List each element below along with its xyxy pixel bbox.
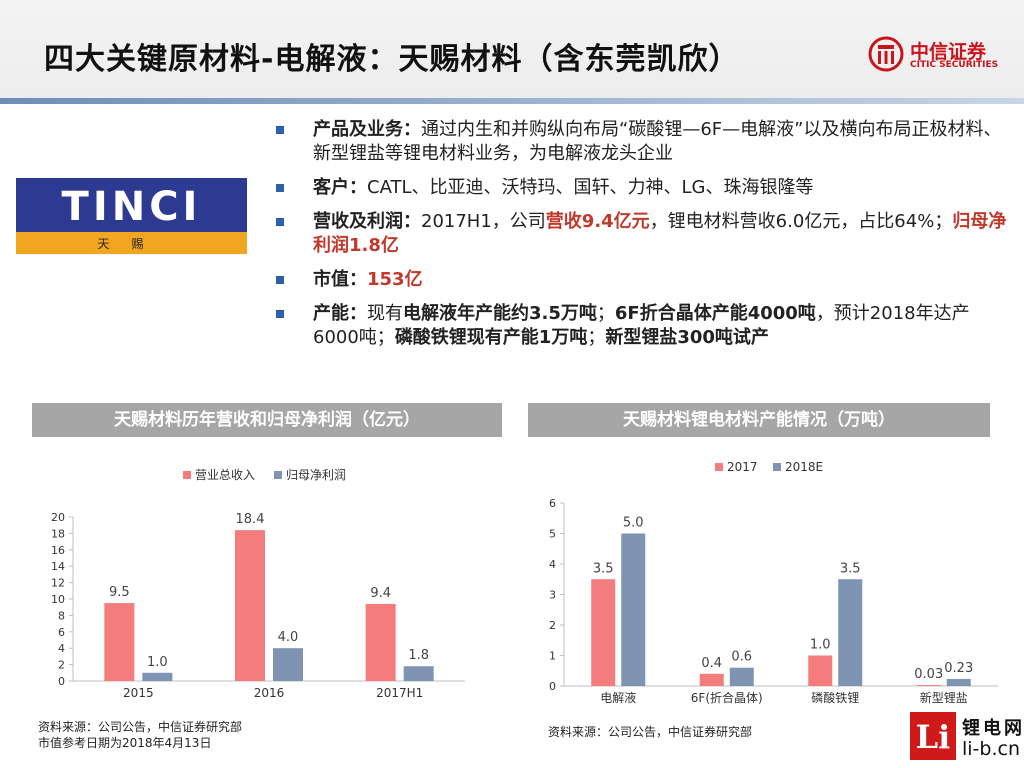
data-label: 18.4 [236,512,265,527]
legend-label: 2018E [785,460,823,474]
data-label: 0.03 [914,667,943,682]
y-tick-label: 12 [51,577,65,590]
legend-swatch [274,471,282,479]
bar-series2 [403,666,434,681]
watermark-li: Li [915,718,951,756]
y-tick-label: 3 [549,589,556,602]
revenue-profit-chart: 0 2 4 6 8 10 12 14 16 18 20 9.5 1.0 2015 18.4 4.0 2016 9.… [51,468,465,700]
y-tick-label: 8 [58,609,65,622]
bar-series2 [838,579,863,686]
y-tick-label: 6 [58,626,65,639]
x-tick-label: 6F(折合晶体) [691,690,763,705]
data-label: 1.0 [147,655,168,670]
bar-series1 [699,673,724,686]
bullet-capacity: 产能：现有电解液年产能约3.5万吨；6F折合晶体产能4000吨，预计2018年达… [272,302,1012,350]
y-tick-label: 16 [51,544,65,557]
tinci-logo-cn: 天赐 [97,237,166,251]
data-label: 4.0 [278,630,299,645]
tinci-logo-word: TINCI [61,184,202,230]
y-tick-label: 10 [51,593,65,606]
watermark-logo: Li 锂电网 li-b.cn [910,712,1022,764]
watermark-cn: 锂电网 [962,718,1024,739]
data-label: 0.6 [731,650,752,665]
bar-series2 [729,667,754,686]
bar-series2 [273,648,303,681]
chart2-header: 天赐材料锂电材料产能情况（万吨） [528,403,990,437]
y-tick-label: 4 [58,642,65,655]
data-label: 9.5 [109,585,130,600]
bullet-revenue-profit: 营收及利润：2017H1，公司营收9.4亿元，锂电材料营收6.0亿元，占比64%… [272,210,1012,258]
data-label: 0.23 [944,661,973,676]
data-label: 1.0 [810,638,831,653]
y-tick-label: 2 [58,659,65,672]
legend-swatch [773,463,781,471]
header-background [0,0,1024,104]
y-tick-label: 1 [549,650,556,663]
bar-series1 [365,603,396,681]
x-tick-label: 新型锂盐 [920,690,968,705]
data-label: 5.0 [623,516,644,531]
y-tick-label: 0 [58,675,65,688]
chart1-source: 资料来源：公司公告，中信证券研究部 市值参考日期为2018年4月13日 [38,720,243,750]
x-tick-label: 磷酸铁锂 [811,690,859,705]
x-tick-label: 2016 [254,686,285,700]
legend-label: 2017 [727,460,758,474]
page-title: 四大关键原材料-电解液：天赐材料（含东莞凯欣） [44,42,740,77]
bullet-market-cap: 市值：153亿 [272,268,1012,292]
y-tick-label: 14 [51,560,65,573]
header-divider [0,98,1024,104]
bar-series2 [946,678,971,686]
bullet-marker-icon [276,310,284,318]
chart1-header: 天赐材料历年营收和归母净利润（亿元） [32,403,502,437]
legend-swatch [715,463,723,471]
bar-series2 [142,672,173,681]
y-tick-label: 5 [549,528,556,541]
legend-swatch [183,471,191,479]
bar-series1 [808,655,833,686]
citic-name-en: CITIC SECURITIES [910,60,999,70]
data-label: 3.5 [593,561,614,576]
citic-emblem-icon [868,36,904,72]
x-tick-label: 电解液 [600,690,636,705]
y-tick-label: 20 [51,511,65,524]
bullet-marker-icon [276,276,284,284]
bar-series1 [235,530,265,681]
data-label: 3.5 [840,561,861,576]
data-label: 0.4 [701,656,722,671]
y-tick-label: 18 [51,527,65,540]
bullet-list: 产品及业务：通过内生和并购纵向布局“碳酸锂—6F—电解液”以及横向布局正极材料、… [272,118,1012,360]
data-label: 9.4 [370,586,391,601]
tinci-logo: TINCI 天赐 [16,178,247,254]
x-tick-label: 2015 [123,686,154,700]
bullet-customers: 客户：CATL、比亚迪、沃特玛、国轩、力神、LG、珠海银隆等 [272,176,1012,200]
chart2-source: 资料来源：公司公告，中信证券研究部 [548,725,753,739]
citic-logo: 中信证券 CITIC SECURITIES [868,36,1008,76]
capacity-chart: 0 1 2 3 4 5 6 3.5 5.0 电解液 0.4 0.6 6F(折合晶体) 1.0 3.5 磷酸铁锂… [549,460,998,705]
legend-label: 营业总收入 [195,468,255,482]
x-tick-label: 2017H1 [376,686,423,700]
bullet-marker-icon [276,184,284,192]
bar-series1 [591,579,616,686]
citic-name-cn: 中信证券 [910,41,987,63]
bullet-business: 产品及业务：通过内生和并购纵向布局“碳酸锂—6F—电解液”以及横向布局正极材料、… [272,118,1012,166]
bar-series1 [916,685,941,686]
y-tick-label: 4 [549,558,556,571]
bullet-marker-icon [276,218,284,226]
watermark-en: li-b.cn [962,738,1021,760]
legend-label: 归母净利润 [286,468,346,482]
bullet-marker-icon [276,126,284,134]
y-tick-label: 0 [549,680,556,693]
bar-series2 [621,533,646,686]
bar-series1 [104,603,135,681]
data-label: 1.8 [408,648,429,663]
y-tick-label: 2 [549,619,556,632]
y-tick-label: 6 [549,497,556,510]
